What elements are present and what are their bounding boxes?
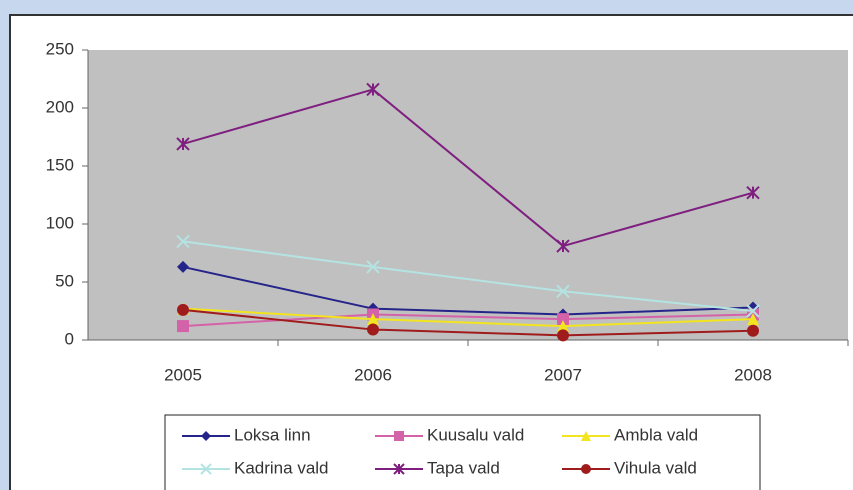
marker [177, 260, 189, 273]
marker [746, 304, 760, 318]
x-tick-label: 2007 [544, 365, 582, 384]
marker [366, 82, 380, 97]
series-line [182, 88, 754, 248]
legend-label: Kuusalu vald [427, 425, 524, 444]
marker [176, 234, 190, 249]
marker [557, 313, 569, 326]
y-tick-label: 150 [46, 155, 74, 174]
marker [200, 463, 212, 475]
x-tick-label: 2005 [164, 365, 202, 384]
x-tick-label: 2006 [354, 365, 392, 384]
marker [393, 463, 405, 475]
x-tick-label: 2008 [734, 365, 772, 384]
y-tick-label: 50 [55, 271, 74, 290]
series-line [182, 308, 754, 337]
marker [581, 464, 591, 474]
series-line [182, 307, 754, 328]
y-tick-label: 200 [46, 97, 74, 116]
marker [177, 320, 189, 333]
legend-label: Ambla vald [614, 425, 698, 444]
legend-label: Tapa vald [427, 458, 500, 477]
marker [747, 324, 759, 337]
marker [366, 260, 380, 274]
marker [557, 329, 569, 342]
marker [367, 323, 379, 336]
marker [747, 313, 759, 326]
legend-box [164, 414, 761, 490]
y-tick-label: 100 [46, 213, 74, 232]
marker [581, 431, 591, 441]
plot-area [88, 50, 848, 340]
marker [367, 313, 379, 326]
y-tick-label: 0 [65, 329, 74, 348]
series-line [182, 240, 754, 312]
marker [556, 284, 570, 298]
legend-label: Loksa linn [234, 425, 311, 444]
marker [176, 137, 190, 151]
series-line [182, 265, 754, 316]
marker [556, 239, 570, 253]
marker [177, 303, 189, 316]
legend-label: Kadrina vald [234, 458, 329, 477]
marker [394, 431, 404, 441]
marker [201, 431, 211, 441]
legend-label: Vihula vald [614, 458, 697, 477]
marker [746, 185, 760, 200]
y-tick-label: 250 [46, 39, 74, 58]
marker [557, 320, 569, 333]
